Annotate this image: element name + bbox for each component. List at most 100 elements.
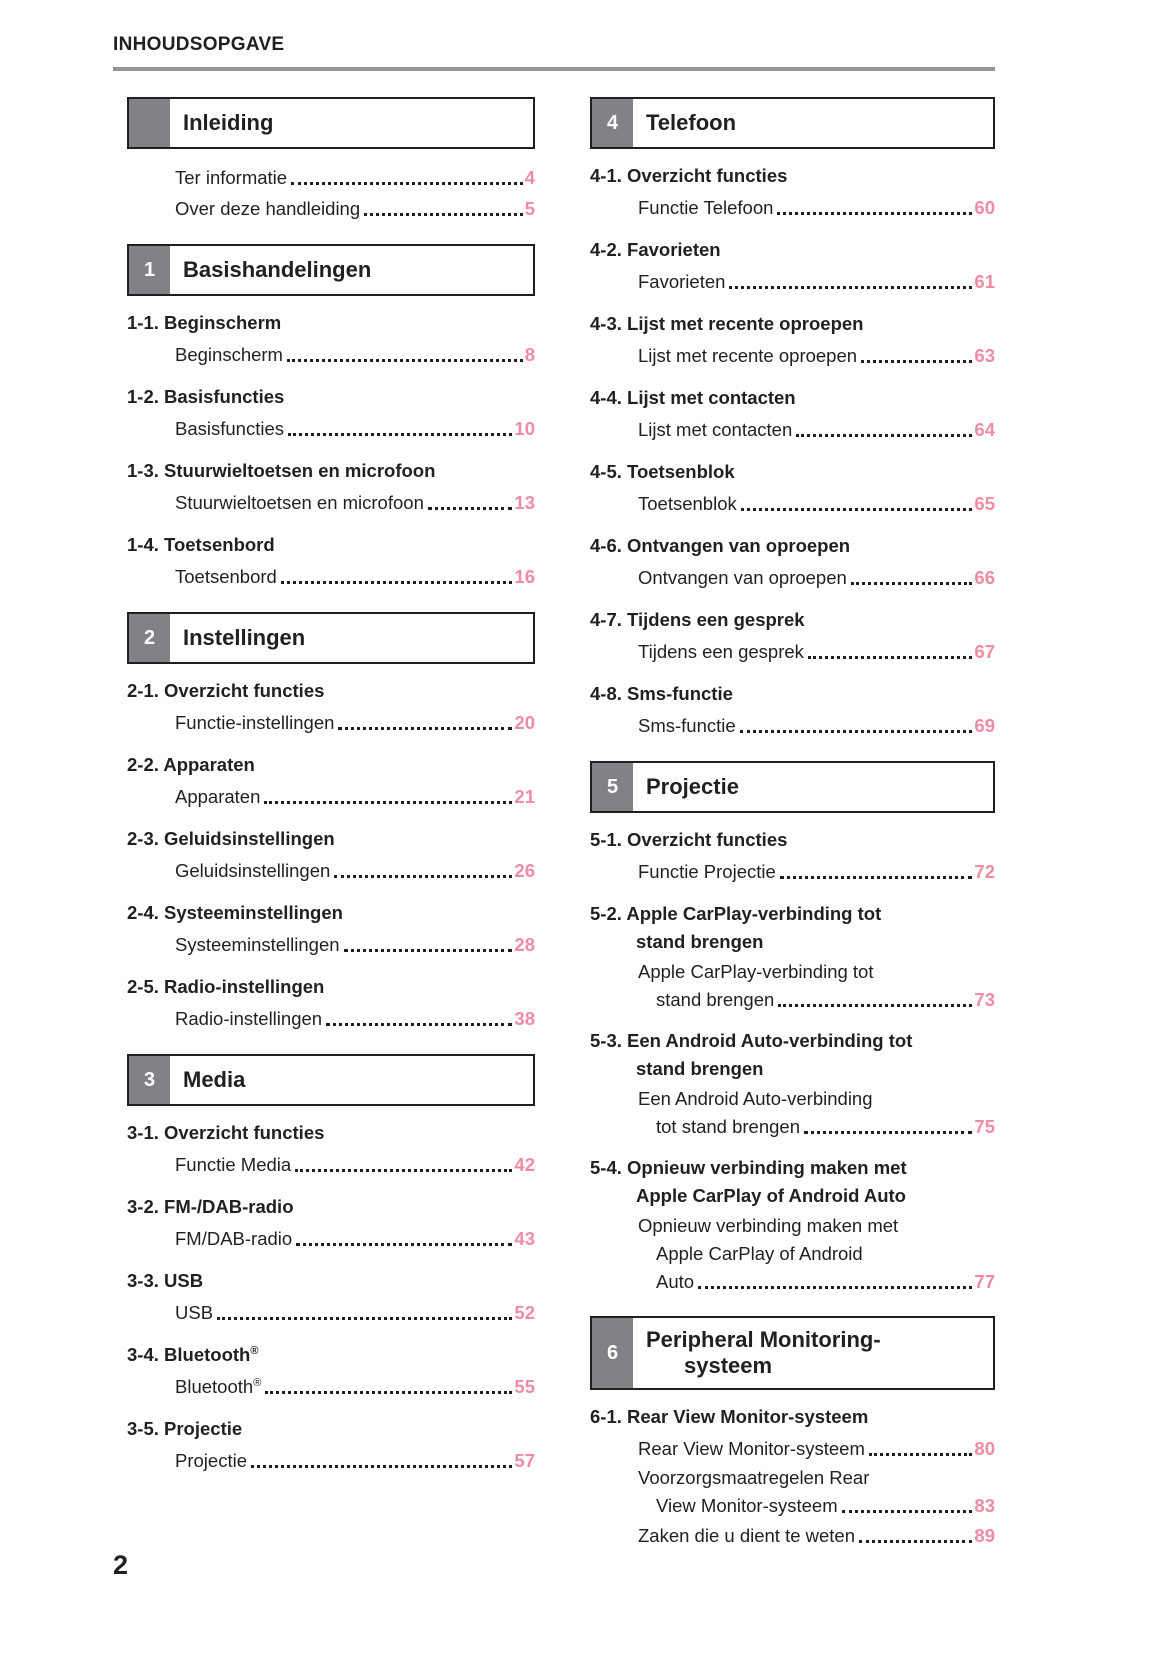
entry-page: 60 xyxy=(974,197,995,218)
toc-group: 3-5. Projectie Projectie 57 xyxy=(127,1415,535,1476)
entry-page: 28 xyxy=(514,934,535,955)
toc-group: 3-2. FM-/DAB-radio FM/DAB-radio 43 xyxy=(127,1193,535,1254)
dot-leader xyxy=(296,1243,513,1246)
toc-entry: Tijdens een gesprek 67 xyxy=(638,636,995,667)
page-title: INHOUDSOPGAVE xyxy=(113,34,285,55)
dot-leader xyxy=(286,359,523,362)
toc-entry: Basisfuncties 10 xyxy=(175,413,535,444)
dot-leader xyxy=(264,801,513,804)
entry-page: 5 xyxy=(524,198,535,219)
dot-leader xyxy=(326,1023,513,1026)
entry-page: 77 xyxy=(974,1271,995,1292)
toc-group: 2-4. Systeeminstellingen Systeeminstelli… xyxy=(127,899,535,960)
dot-leader xyxy=(807,656,973,659)
section-basishandelingen: 1 Basishandelingen 1-1. Beginscherm Begi… xyxy=(127,244,535,592)
entry-label: Stuurwieltoetsen en microfoon xyxy=(175,492,424,513)
chapter-number-tab: 6 xyxy=(592,1318,633,1388)
toc-entry: Geluidsinstellingen 26 xyxy=(175,855,535,886)
entry-page: 75 xyxy=(974,1116,995,1137)
entry-label: Ontvangen van oproepen xyxy=(638,567,847,588)
group-heading: 4-2. Favorieten xyxy=(590,239,721,260)
chapter-number: 5 xyxy=(606,775,619,798)
toc-entry: Systeeminstellingen 28 xyxy=(175,929,535,960)
entry-page: 16 xyxy=(514,566,535,587)
dot-leader xyxy=(364,213,523,216)
entry-label: Over deze handleiding xyxy=(175,198,361,219)
entry-label: Toetsenblok xyxy=(638,493,737,514)
toc-entry: Functie-instellingen 20 xyxy=(175,707,535,738)
toc-group: 2-3. Geluidsinstellingen Geluidsinstelli… xyxy=(127,825,535,886)
toc-group: 3-3. USB USB 52 xyxy=(127,1267,535,1328)
group-heading: 2-4. Systeeminstellingen xyxy=(127,902,343,923)
dot-leader xyxy=(265,1391,513,1394)
entry-page: 52 xyxy=(514,1302,535,1323)
chapter-number-tab: 3 xyxy=(129,1056,170,1104)
entry-page: 63 xyxy=(974,345,995,366)
chapter-number: 3 xyxy=(143,1068,156,1091)
group-heading-line1: 5-4. Opnieuw verbinding maken met xyxy=(590,1157,907,1178)
group-heading: 5-2. Apple CarPlay-verbinding tot stand … xyxy=(590,900,995,956)
column-gap xyxy=(535,97,590,1551)
dot-leader xyxy=(740,508,973,511)
entry-label-line2: Apple CarPlay of Android xyxy=(656,1243,863,1264)
section-peripheral-monitoring: 6 Peripheral Monitoring- systeem 6-1. Re… xyxy=(590,1316,995,1551)
dot-leader xyxy=(250,1465,513,1468)
dot-leader xyxy=(343,949,513,952)
dot-leader xyxy=(698,1286,973,1289)
entry-page: 55 xyxy=(514,1376,535,1397)
toc-entry: Beginscherm 8 xyxy=(175,339,535,370)
chapter-number: 4 xyxy=(606,111,619,134)
toc-entry: Apparaten 21 xyxy=(175,781,535,812)
group-heading: 2-3. Geluidsinstellingen xyxy=(127,828,335,849)
group-heading: 1-3. Stuurwieltoetsen en microfoon xyxy=(127,460,436,481)
section-title: Media xyxy=(183,1067,246,1092)
section-header: 4 Telefoon xyxy=(590,97,995,149)
dot-leader xyxy=(796,434,973,437)
dot-leader xyxy=(841,1510,973,1513)
chapter-number-tab: 2 xyxy=(129,614,170,662)
toc-group: 1-2. Basisfuncties Basisfuncties 10 xyxy=(127,383,535,444)
entry-label: Beginscherm xyxy=(175,344,283,365)
toc-entry: Toetsenbord 16 xyxy=(175,561,535,592)
toc-group: 2-1. Overzicht functies Functie-instelli… xyxy=(127,677,535,738)
group-heading: 5-4. Opnieuw verbinding maken met Apple … xyxy=(590,1154,995,1210)
toc-group: 6-1. Rear View Monitor-systeem Rear View… xyxy=(590,1403,995,1551)
entry-label: Radio-instellingen xyxy=(175,1008,323,1029)
entry-label: Projectie xyxy=(175,1450,247,1471)
entry-page: 21 xyxy=(514,786,535,807)
group-heading: 4-3. Lijst met recente oproepen xyxy=(590,313,864,334)
dot-leader xyxy=(295,1169,513,1172)
toc-entry: Stuurwieltoetsen en microfoon 13 xyxy=(175,487,535,518)
entry-label: Apparaten xyxy=(175,786,261,807)
entry-label: Bluetooth® xyxy=(175,1376,262,1397)
group-heading: 3-5. Projectie xyxy=(127,1418,243,1439)
dot-leader xyxy=(777,212,973,215)
chapter-number: 1 xyxy=(143,258,156,281)
right-column: 4 Telefoon 4-1. Overzicht functies Funct… xyxy=(590,97,995,1551)
toc-group: 5-4. Opnieuw verbinding maken met Apple … xyxy=(590,1154,995,1296)
toc-entry: Een Android Auto-verbinding tot stand br… xyxy=(638,1085,995,1141)
entry-page: 73 xyxy=(974,989,995,1010)
registered-trademark-symbol: ® xyxy=(250,1344,259,1357)
entry-page: 42 xyxy=(514,1154,535,1175)
entry-label: Toetsenbord xyxy=(175,566,277,587)
registered-trademark-symbol: ® xyxy=(253,1376,262,1389)
section-header: 5 Projectie xyxy=(590,761,995,813)
toc-entry: Sms-functie 69 xyxy=(638,710,995,741)
toc-entry: Lijst met contacten 64 xyxy=(638,414,995,445)
entry-page: 89 xyxy=(974,1525,995,1546)
entry-page: 8 xyxy=(524,344,535,365)
toc-entry: Favorieten 61 xyxy=(638,266,995,297)
entry-label-line1: Apple CarPlay-verbinding tot xyxy=(638,961,874,982)
group-heading-line2: Apple CarPlay of Android Auto xyxy=(636,1185,906,1206)
dot-leader xyxy=(427,507,513,510)
toc-entry: Ontvangen van oproepen 66 xyxy=(638,562,995,593)
dot-leader xyxy=(338,727,513,730)
chapter-number-tab: 4 xyxy=(592,99,633,147)
toc-entry: Opnieuw verbinding maken met Apple CarPl… xyxy=(638,1212,995,1296)
toc-entry: Radio-instellingen 38 xyxy=(175,1003,535,1034)
chapter-number-tab: 1 xyxy=(129,246,170,294)
chapter-number-tab xyxy=(129,99,170,147)
entry-page: 67 xyxy=(974,641,995,662)
group-heading: 4-4. Lijst met contacten xyxy=(590,387,796,408)
